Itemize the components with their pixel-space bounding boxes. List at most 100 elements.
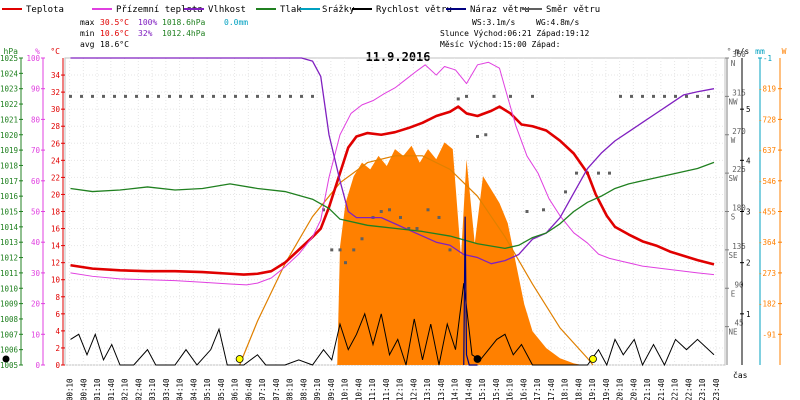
series-line-1 bbox=[70, 61, 715, 286]
legend-swatch-smer-vetru bbox=[522, 8, 542, 10]
direction-compass-label: S bbox=[731, 213, 736, 222]
celsius-unit-label: °C bbox=[50, 47, 60, 56]
legend-label-tlak: Tlak bbox=[280, 5, 302, 15]
wind-direction-point bbox=[707, 94, 710, 98]
hpa-tick-label: 1009 bbox=[0, 300, 18, 309]
wind-direction-point bbox=[542, 208, 545, 212]
sunset-marker bbox=[589, 355, 597, 363]
legend-label-prizemni-teplota: Přízemní teplota bbox=[116, 5, 203, 15]
percent-tick-label: 0 bbox=[35, 361, 40, 370]
wind-direction-point bbox=[146, 94, 149, 98]
legend-item-tlak: Tlak bbox=[256, 5, 302, 15]
wind-direction-point bbox=[330, 248, 334, 252]
x-tick-label: 12:40 bbox=[409, 378, 418, 400]
wind-direction-point bbox=[212, 94, 215, 98]
celsius-tick-label: 8 bbox=[55, 293, 60, 302]
hpa-tick-label: 1020 bbox=[0, 131, 18, 140]
stat-max-hum: 100% bbox=[138, 18, 157, 27]
hpa-tick-label: 1006 bbox=[0, 346, 18, 355]
x-tick-label: 15:10 bbox=[478, 378, 487, 400]
wind-direction-point bbox=[575, 171, 578, 175]
axis-units: hPa% °C ° m/s mm W bbox=[4, 47, 787, 56]
solar-tick-label: -819 bbox=[758, 85, 776, 94]
x-tick-label: 19:40 bbox=[602, 378, 611, 400]
direction-compass-label: NW bbox=[728, 97, 738, 106]
percent-tick-label: 60 bbox=[31, 177, 41, 186]
wind-direction-point bbox=[509, 94, 512, 98]
x-tick-label: 11:10 bbox=[368, 378, 377, 400]
x-tick-label: 04:10 bbox=[176, 378, 185, 400]
percent-tick-label: 90 bbox=[31, 85, 41, 94]
hpa-tick-label: 1025 bbox=[0, 54, 18, 63]
stat-min-temp: 10.6°C bbox=[100, 29, 129, 38]
wind-direction-point bbox=[531, 94, 534, 98]
hpa-tick-label: 1017 bbox=[0, 177, 18, 186]
hpa-tick-label: 1023 bbox=[0, 85, 18, 94]
series-line-3 bbox=[70, 161, 715, 249]
direction-compass-label: N bbox=[731, 59, 736, 68]
legend-item-rychlost-vetru: Rychlost větru bbox=[352, 5, 452, 15]
stat-ws: WS:3.1m/s bbox=[472, 18, 516, 27]
wind-direction-point bbox=[234, 94, 237, 98]
wind-direction-point bbox=[190, 94, 193, 98]
wind-direction-point bbox=[344, 261, 347, 265]
wind-direction-point bbox=[91, 94, 94, 98]
celsius-tick-label: 0 bbox=[55, 361, 60, 370]
wind-direction-point bbox=[267, 94, 270, 98]
celsius-tick-label: 14 bbox=[51, 242, 61, 251]
wind-direction-point bbox=[179, 94, 182, 98]
wind-direction-point bbox=[597, 171, 600, 175]
x-tick-label: 19:10 bbox=[588, 378, 597, 400]
hpa-unit-label: hPa bbox=[4, 47, 19, 56]
x-tick-label: 07:10 bbox=[258, 378, 267, 400]
wind-tick-label: 4 bbox=[746, 156, 751, 165]
wind-direction-point bbox=[448, 248, 452, 252]
direction-tick-label: 360 bbox=[732, 50, 746, 59]
legend-item-naraz-vetru: Náraz větru bbox=[446, 5, 530, 15]
chart-title: 11.9.2016 bbox=[365, 50, 430, 64]
celsius-tick-label: 34 bbox=[51, 71, 61, 80]
hpa-tick-label: 1005 bbox=[0, 361, 18, 370]
x-tick-label: 11:40 bbox=[382, 378, 391, 400]
wind-direction-point bbox=[492, 94, 496, 98]
wind-direction-point bbox=[289, 94, 292, 98]
x-tick-label: 03:40 bbox=[162, 378, 171, 400]
wind-direction-point bbox=[641, 94, 644, 98]
x-tick-label: 02:10 bbox=[121, 378, 130, 400]
x-tick-label: 06:10 bbox=[231, 378, 240, 400]
legend-swatch-prizemni-teplota bbox=[92, 8, 112, 10]
celsius-tick-label: 16 bbox=[51, 225, 61, 234]
wind-direction-point bbox=[674, 94, 677, 98]
wind-direction-point bbox=[663, 94, 666, 98]
celsius-tick-label: 30 bbox=[51, 105, 61, 114]
direction-tick-label: 225 bbox=[732, 165, 746, 174]
direction-tick-label: 90 bbox=[734, 280, 744, 289]
celsius-tick-label: 26 bbox=[51, 139, 61, 148]
direction-compass-label: NE bbox=[728, 328, 738, 337]
hpa-tick-label: 1016 bbox=[0, 192, 18, 201]
x-tick-label: 23:40 bbox=[712, 378, 721, 400]
direction-compass-label: E bbox=[731, 289, 736, 298]
hpa-tick-label: 1013 bbox=[0, 238, 18, 247]
x-tick-label: 21:40 bbox=[657, 378, 666, 400]
direction-compass-label: SW bbox=[728, 174, 738, 183]
celsius-tick-label: 24 bbox=[51, 156, 61, 165]
x-axis-ticks: 00:10 00:40 01:10 01:40 02:10 02:40 03:10 03:40… bbox=[66, 378, 721, 400]
x-tick-label: 06:40 bbox=[244, 378, 253, 400]
wind-direction-point bbox=[322, 208, 325, 212]
wind-direction-point bbox=[619, 94, 622, 98]
wind-direction-point bbox=[360, 237, 364, 241]
solar-tick-label: -455 bbox=[758, 208, 776, 217]
hpa-tick-label: 1022 bbox=[0, 100, 18, 109]
stat-min-press: 1012.4hPa bbox=[162, 29, 206, 38]
line-layer bbox=[70, 57, 715, 286]
wind-direction-point bbox=[69, 94, 72, 98]
x-tick-label: 07:40 bbox=[272, 378, 281, 400]
x-tick-label: 04:40 bbox=[189, 378, 198, 400]
x-tick-label: 09:40 bbox=[327, 378, 336, 400]
wind-direction-point bbox=[113, 94, 116, 98]
x-tick-label: 01:10 bbox=[93, 378, 102, 400]
legend-label-smer-vetru: Směr větru bbox=[546, 5, 600, 15]
percent-tick-label: 30 bbox=[31, 269, 41, 278]
